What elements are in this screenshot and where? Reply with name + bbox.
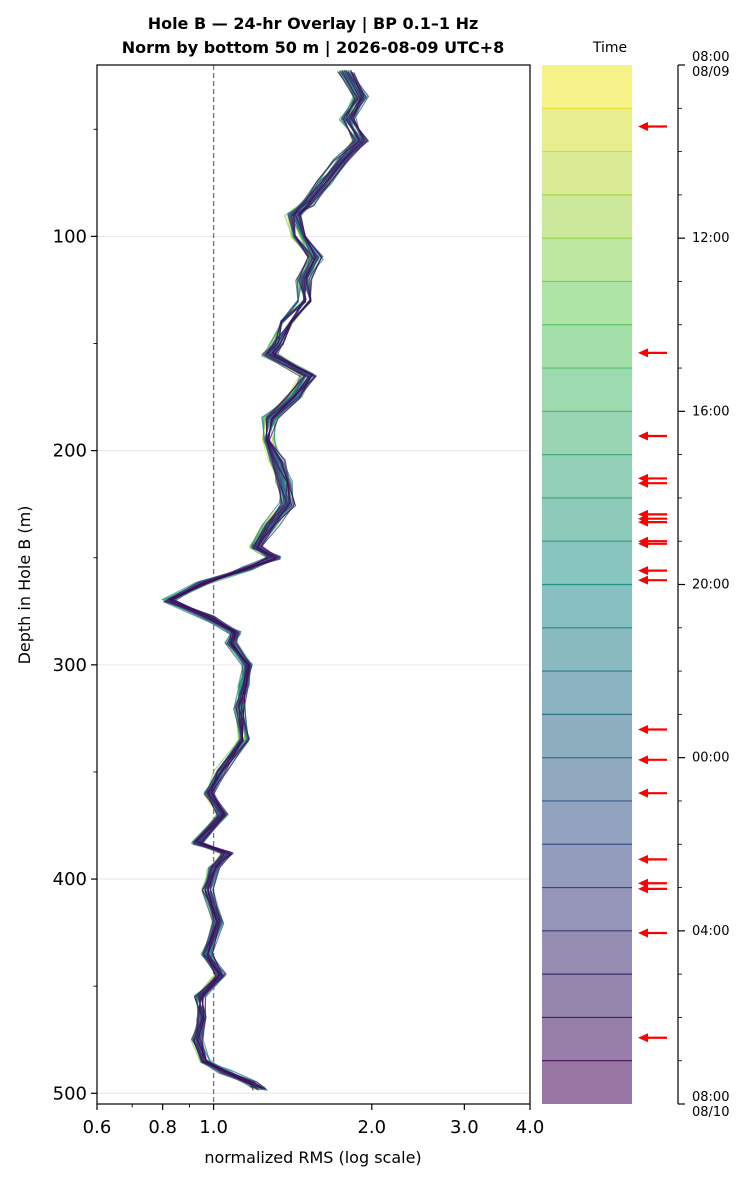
colorbar-band [542, 671, 632, 715]
colorbar-band [542, 974, 632, 1018]
colorbar-marker-arrow [638, 878, 667, 888]
colorbar-markers [638, 121, 667, 1043]
colorbar-band [542, 930, 632, 975]
colorbar-band [542, 108, 632, 152]
series-line [168, 69, 365, 1089]
colorbar-marker-arrow [638, 884, 667, 894]
x-tick-label: 4.0 [516, 1117, 545, 1138]
colorbar-band [542, 757, 632, 801]
colorbar-band [542, 194, 632, 239]
colorbar-tick-label: 08:00 08/09 [692, 50, 729, 80]
y-axis: 100 200 300 400 500 [53, 128, 97, 1104]
colorbar-marker-arrow [638, 348, 667, 358]
colorbar-band [542, 281, 632, 325]
colorbar-marker-arrow [638, 928, 667, 938]
series-lines [160, 69, 370, 1092]
y-tick-label: 100 [53, 226, 87, 247]
colorbar-band [542, 584, 632, 628]
colorbar-marker-arrow [638, 431, 667, 441]
colorbar-band [542, 368, 632, 412]
colorbar-ticks: 08:00 08/09 12:00 16:00 20:00 00:00 04:00 08:00… [678, 50, 729, 1120]
colorbar-band [542, 497, 632, 542]
colorbar-marker-arrow [638, 788, 667, 798]
colorbar-band [542, 454, 632, 498]
colorbar-marker-arrow [638, 575, 667, 585]
colorbar-band [542, 1060, 632, 1104]
colorbar-tick-label: 04:00 [692, 924, 729, 939]
colorbar-marker-arrow [638, 725, 667, 735]
x-tick-label: 2.0 [357, 1117, 386, 1138]
chart-title-line2: Norm by bottom 50 m | 2026-08-09 UTC+8 [122, 38, 505, 58]
grid-lines [97, 235, 530, 1094]
plot-background [97, 65, 530, 1104]
colorbar: Time 08:00 08/09 12:00 16:00 20:00 00:00 04:00… [542, 40, 729, 1120]
colorbar-band [542, 411, 632, 455]
x-tick-label: 0.8 [148, 1117, 177, 1138]
x-axis: 0.6 0.8 1.0 2.0 3.0 4.0 [83, 1104, 545, 1138]
x-tick-label: 1.0 [199, 1117, 228, 1138]
y-tick-label: 300 [53, 655, 87, 676]
colorbar-band [542, 324, 632, 369]
y-tick-label: 500 [53, 1083, 87, 1104]
colorbar-marker-arrow [638, 566, 667, 576]
colorbar-band [542, 887, 632, 931]
colorbar-band [542, 541, 632, 585]
colorbar-marker-arrow [638, 517, 667, 527]
colorbar-marker-arrow [638, 121, 667, 131]
chart-title-line1: Hole B — 24-hr Overlay | BP 0.1–1 Hz [148, 14, 479, 34]
colorbar-tick-label: 20:00 [692, 578, 729, 593]
x-tick-label: 3.0 [450, 1117, 479, 1138]
colorbar-band [542, 151, 632, 195]
colorbar-band [542, 1017, 632, 1061]
colorbar-band [542, 800, 632, 845]
plot-area: 0.6 0.8 1.0 2.0 3.0 4.0 100 200 300 400 500 [53, 64, 545, 1138]
y-axis-label: Depth in Hole B (m) [15, 506, 34, 665]
colorbar-marker-arrow [638, 854, 667, 864]
x-tick-label: 0.6 [83, 1117, 112, 1138]
colorbar-band [542, 627, 632, 672]
x-axis-label: normalized RMS (log scale) [204, 1148, 421, 1167]
colorbar-band [542, 65, 632, 109]
colorbar-marker-arrow [638, 755, 667, 765]
series-line [170, 72, 368, 1090]
colorbar-marker-arrow [638, 539, 667, 549]
colorbar-band [542, 714, 632, 758]
colorbar-band [542, 238, 632, 282]
colorbar-bands [542, 65, 632, 1104]
colorbar-marker-arrow [638, 478, 667, 488]
colorbar-tick-label: 12:00 [692, 231, 729, 246]
colorbar-band [542, 844, 632, 888]
colorbar-tick-label: 08:00 08/10 [692, 1090, 729, 1120]
y-tick-label: 200 [53, 441, 87, 462]
colorbar-label: Time [592, 40, 627, 56]
plot-frame [96, 64, 531, 1105]
y-tick-label: 400 [53, 869, 87, 890]
colorbar-marker-arrow [638, 1033, 667, 1043]
colorbar-tick-label: 00:00 [692, 751, 729, 766]
colorbar-tick-label: 16:00 [692, 404, 729, 419]
